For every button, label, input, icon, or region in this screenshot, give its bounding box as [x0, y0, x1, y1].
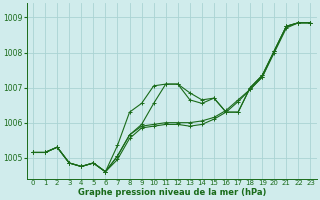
X-axis label: Graphe pression niveau de la mer (hPa): Graphe pression niveau de la mer (hPa) — [77, 188, 266, 197]
